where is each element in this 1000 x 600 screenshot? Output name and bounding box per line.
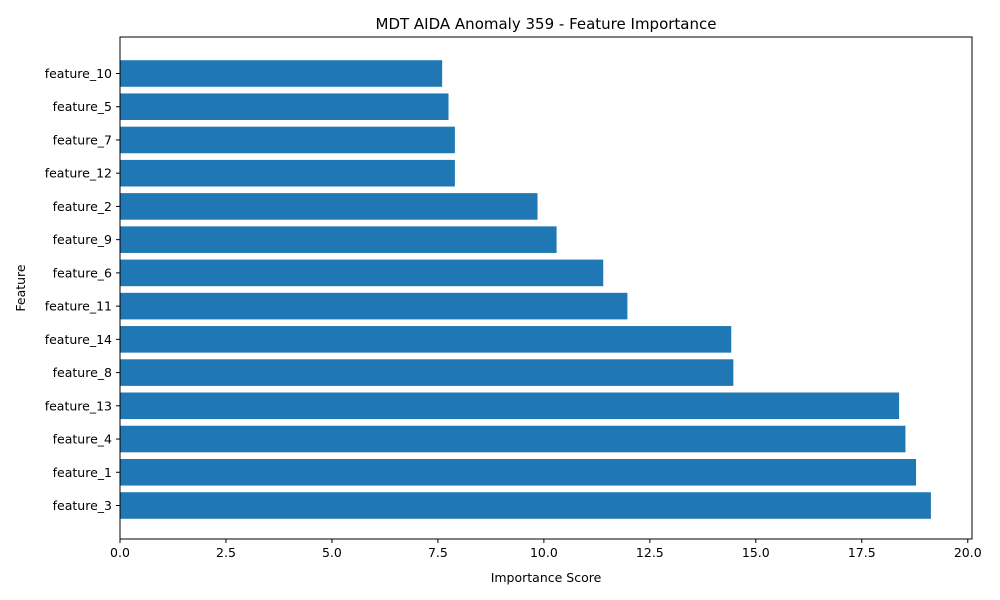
y-tick-label: feature_9 [53,232,112,247]
y-axis: feature_10 feature_5 feature_7 feature_12fe… [45,66,120,513]
bar-feature_9 [120,226,557,253]
y-tick-label: feature_14 [45,332,112,347]
x-axis-title: Importance Score [491,570,602,585]
bar-feature_8 [120,359,734,386]
bar-feature_4 [120,425,906,453]
y-tick-label: feature_10 [45,66,112,81]
y-tick-label: feature_6 [53,265,112,280]
y-tick-label: feature_1 [53,465,112,480]
x-tick-label: 5.0 [322,545,342,560]
bar-feature_11 [120,292,628,320]
bar-feature_14 [120,326,732,353]
y-tick-label: feature_12 [45,166,112,181]
y-tick-label: feature_8 [53,365,112,380]
x-tick-label: 7.5 [428,545,448,560]
y-tick-label: feature_3 [53,498,112,513]
x-tick-label: 0.0 [110,545,130,560]
bar-feature_12 [120,159,455,187]
x-tick-label: 17.5 [848,545,876,560]
x-tick-label: 15.0 [742,545,770,560]
bar-feature_6 [120,259,604,287]
x-tick-label: 12.5 [636,545,664,560]
bar-feature_7 [120,126,455,154]
y-axis-title: Feature [13,264,28,312]
plot-frame [119,36,973,540]
bar-feature_10 [120,60,443,87]
y-tick-label: feature_2 [53,199,112,214]
y-tick-label: feature_7 [53,132,112,147]
bar-feature_13 [120,392,900,420]
x-tick-label: 20.0 [954,545,982,560]
x-axis: 0.0 2.5 5.0 7.5 10.0 12.5 15.0 17.5 20.0 [110,539,982,560]
bars-group [120,60,931,519]
bar-feature_3 [120,492,931,519]
y-tick-label: feature_11 [45,299,112,314]
y-tick-label: feature_4 [53,432,112,447]
bar-feature_1 [120,458,917,486]
y-tick-label: feature_5 [53,99,112,114]
y-tick-label: feature_13 [45,398,112,413]
x-tick-label: 10.0 [530,545,558,560]
bar-feature_2 [120,193,538,220]
chart-title: MDT AIDA Anomaly 359 - Feature Importanc… [376,15,717,33]
x-tick-label: 2.5 [216,545,236,560]
bar-feature_5 [120,93,449,121]
